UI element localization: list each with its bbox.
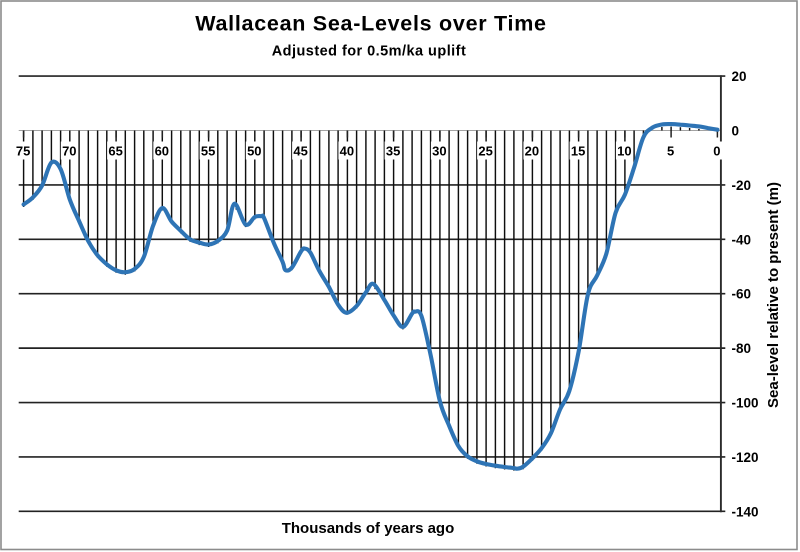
svg-text:Sea-level relative to present: Sea-level relative to present (m) (765, 182, 782, 408)
svg-text:-140: -140 (732, 504, 759, 519)
svg-text:65: 65 (108, 143, 122, 158)
svg-text:30: 30 (432, 143, 446, 158)
svg-text:-20: -20 (732, 178, 752, 193)
svg-text:45: 45 (293, 143, 307, 158)
svg-text:70: 70 (62, 143, 76, 158)
svg-text:35: 35 (386, 143, 400, 158)
svg-text:5: 5 (667, 143, 674, 158)
svg-text:Wallacean Sea-Levels over Time: Wallacean Sea-Levels over Time (195, 12, 546, 36)
svg-text:-60: -60 (732, 287, 752, 302)
svg-text:-40: -40 (732, 232, 752, 247)
svg-text:10: 10 (617, 143, 631, 158)
svg-text:Thousands of years ago: Thousands of years ago (282, 520, 455, 537)
svg-text:20: 20 (732, 69, 747, 84)
svg-text:-80: -80 (732, 341, 752, 356)
svg-text:25: 25 (478, 143, 492, 158)
svg-text:-100: -100 (732, 396, 759, 411)
svg-text:40: 40 (340, 143, 354, 158)
svg-text:-120: -120 (732, 450, 759, 465)
svg-text:15: 15 (571, 143, 585, 158)
svg-text:60: 60 (155, 143, 169, 158)
svg-text:50: 50 (247, 143, 261, 158)
svg-text:0: 0 (732, 124, 740, 139)
svg-text:Adjusted for 0.5m/ka uplift: Adjusted for 0.5m/ka uplift (272, 43, 467, 59)
svg-text:55: 55 (201, 143, 215, 158)
svg-text:75: 75 (16, 143, 30, 158)
svg-text:20: 20 (525, 143, 539, 158)
svg-text:0: 0 (713, 143, 720, 158)
